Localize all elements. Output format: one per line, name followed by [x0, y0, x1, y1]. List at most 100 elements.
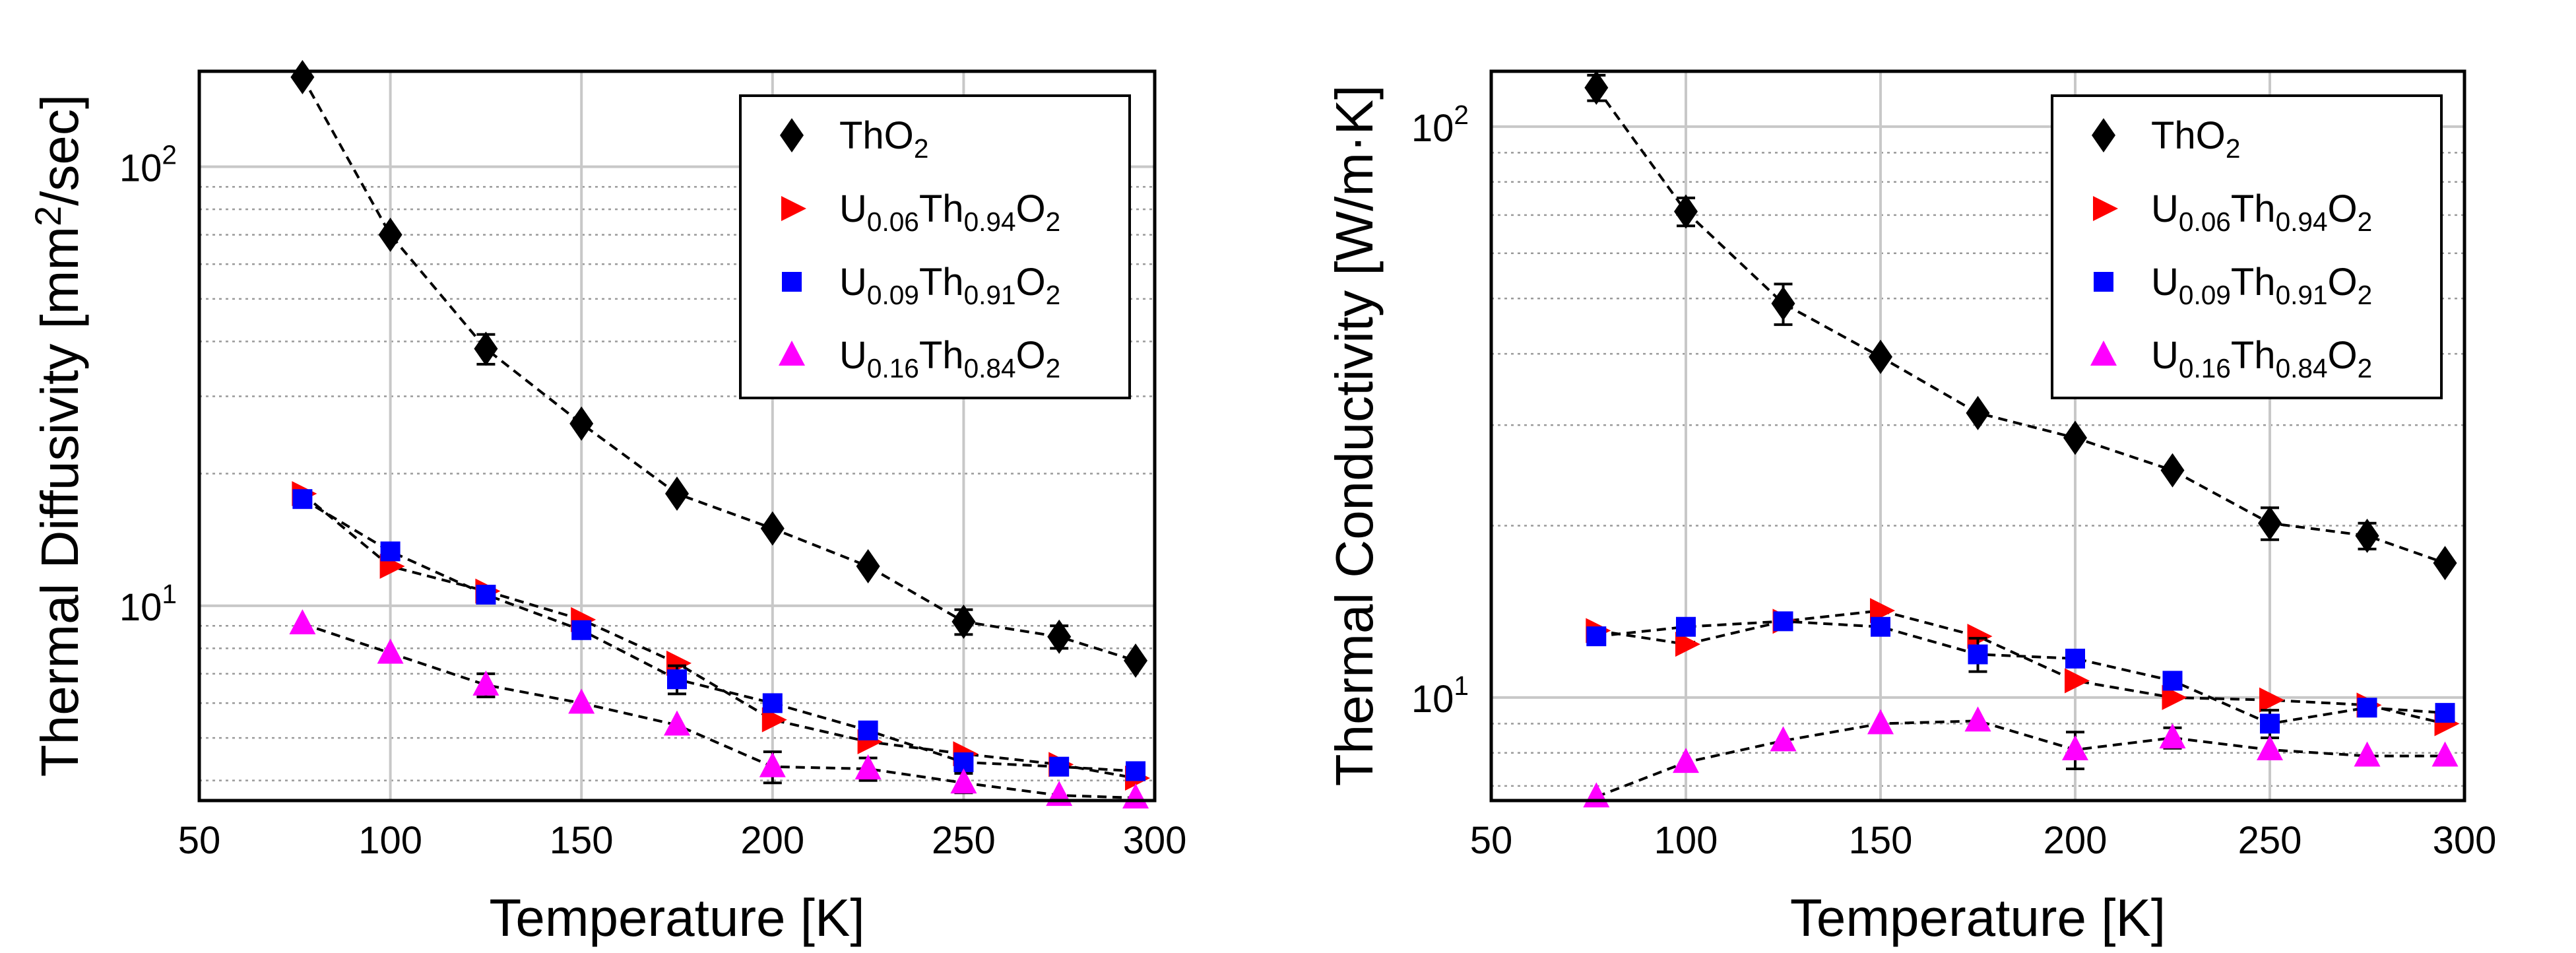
series-0: [1584, 70, 2457, 581]
x-tick-label: 250: [932, 819, 996, 862]
data-point: [1047, 619, 1072, 654]
data-point: [1870, 598, 1895, 624]
y-tick-label: 102: [119, 140, 177, 190]
x-tick-label: 200: [740, 819, 804, 862]
legend-label-part: 0.16: [867, 353, 919, 383]
legend: ThO2U0.06Th0.94O2U0.09Th0.91O2U0.16Th0.8…: [2051, 94, 2443, 399]
data-point: [1673, 748, 1699, 773]
y-tick-base: 10: [1411, 107, 1454, 150]
data-point: [1869, 339, 1892, 374]
y-tick-base: 10: [119, 147, 162, 190]
x-tick-label: 150: [1849, 819, 1913, 862]
legend-label-part: Th: [919, 187, 964, 230]
y-tick-label: 102: [1411, 100, 1469, 150]
data-point: [2259, 687, 2284, 713]
legend: ThO2U0.06Th0.94O2U0.09Th0.91O2U0.16Th0.8…: [739, 94, 1131, 399]
data-point: [378, 217, 402, 252]
data-point: [1771, 286, 1795, 321]
legend-label-part: 2: [2358, 353, 2373, 383]
data-point: [1049, 756, 1070, 777]
series-2: [292, 489, 1146, 781]
legend-label: ThO2: [839, 114, 928, 164]
legend-marker: [2092, 118, 2115, 152]
data-point: [1675, 632, 1700, 657]
data-point: [2159, 723, 2186, 748]
data-point: [2062, 735, 2088, 761]
legend-label-part: O: [2328, 187, 2358, 230]
data-point: [1967, 624, 1993, 649]
data-point: [2162, 684, 2187, 710]
x-tick-label: 300: [2433, 819, 2497, 862]
data-point: [951, 604, 976, 639]
data-point: [854, 754, 882, 780]
legend-label-part: O: [2328, 261, 2358, 304]
legend-label-part: 0.91: [2276, 280, 2328, 310]
legend-entry: U0.09Th0.91O2: [2094, 261, 2372, 310]
x-axis-label: Temperature [K]: [489, 888, 864, 947]
y-axis-label-group: Thermal Diffusivity [mm2/sec]: [27, 94, 89, 777]
y-axis-label-part: 2: [27, 206, 69, 226]
legend-label: ThO2: [2151, 114, 2240, 164]
data-point: [667, 669, 687, 690]
legend-label: U0.16Th0.84O2: [839, 334, 1060, 383]
y-axis-label: Thermal Conductivity [W/m·K]: [1325, 85, 1384, 786]
data-point: [1867, 709, 1894, 735]
y-axis-label-part: Thermal Diffusivity [mm: [30, 226, 89, 777]
data-point: [1674, 194, 1698, 229]
legend-label-part: O: [1016, 261, 1046, 304]
legend-label: U0.09Th0.91O2: [839, 261, 1060, 310]
legend-label-part: U: [839, 261, 867, 304]
data-point: [292, 489, 313, 509]
data-point: [1676, 616, 1696, 637]
legend-marker: [781, 196, 806, 221]
data-point: [569, 406, 594, 441]
data-point: [474, 331, 498, 366]
legend-label-part: 2: [1046, 280, 1061, 310]
y-tick-base: 10: [1411, 678, 1454, 721]
legend-entry: ThO2: [780, 114, 928, 164]
x-tick-label: 100: [358, 819, 422, 862]
plot-frame: [197, 69, 1157, 803]
data-point: [290, 59, 315, 94]
series-line: [1595, 609, 2445, 725]
data-point: [2431, 741, 2459, 767]
legend-label-part: U: [2151, 334, 2179, 377]
data-point: [1584, 70, 1609, 105]
legend-entry: U0.16Th0.84O2: [779, 334, 1060, 383]
data-point: [762, 693, 783, 713]
legend-label-part: ThO: [2151, 114, 2226, 157]
legend-label-part: 0.94: [964, 207, 1016, 237]
data-point: [761, 707, 787, 733]
y-tick-exponent: 2: [162, 140, 177, 170]
x-tick-label: 300: [1123, 819, 1187, 862]
legend-label: U0.06Th0.94O2: [2151, 187, 2372, 237]
series-line: [1595, 86, 2446, 564]
series-line: [1596, 620, 2445, 725]
series-2: [1586, 611, 2455, 739]
data-point: [759, 752, 786, 777]
data-point: [1124, 643, 1148, 678]
data-point: [377, 638, 404, 664]
data-point: [858, 720, 878, 740]
data-point: [289, 609, 316, 635]
data-point: [2355, 518, 2379, 553]
legend-label-part: O: [1016, 334, 1046, 377]
y-axis-label-part: /sec]: [30, 94, 89, 206]
y-axis-label: Thermal Diffusivity [mm2/sec]: [27, 94, 89, 777]
data-point: [2435, 703, 2455, 723]
data-point: [568, 688, 595, 714]
legend-label-part: 0.06: [2179, 207, 2231, 237]
legend-box: [2051, 94, 2443, 399]
series-1: [292, 481, 1151, 791]
data-point: [1968, 644, 1988, 665]
series-line: [302, 498, 1136, 773]
legend-label-part: U: [2151, 261, 2179, 304]
legend-label-part: 0.16: [2179, 353, 2231, 383]
x-tick-label: 250: [2238, 819, 2302, 862]
legend-entry: U0.06Th0.94O2: [781, 187, 1060, 237]
legend-label-part: Th: [919, 334, 964, 377]
y-tick-label: 101: [119, 579, 177, 629]
data-point: [2357, 698, 2377, 718]
